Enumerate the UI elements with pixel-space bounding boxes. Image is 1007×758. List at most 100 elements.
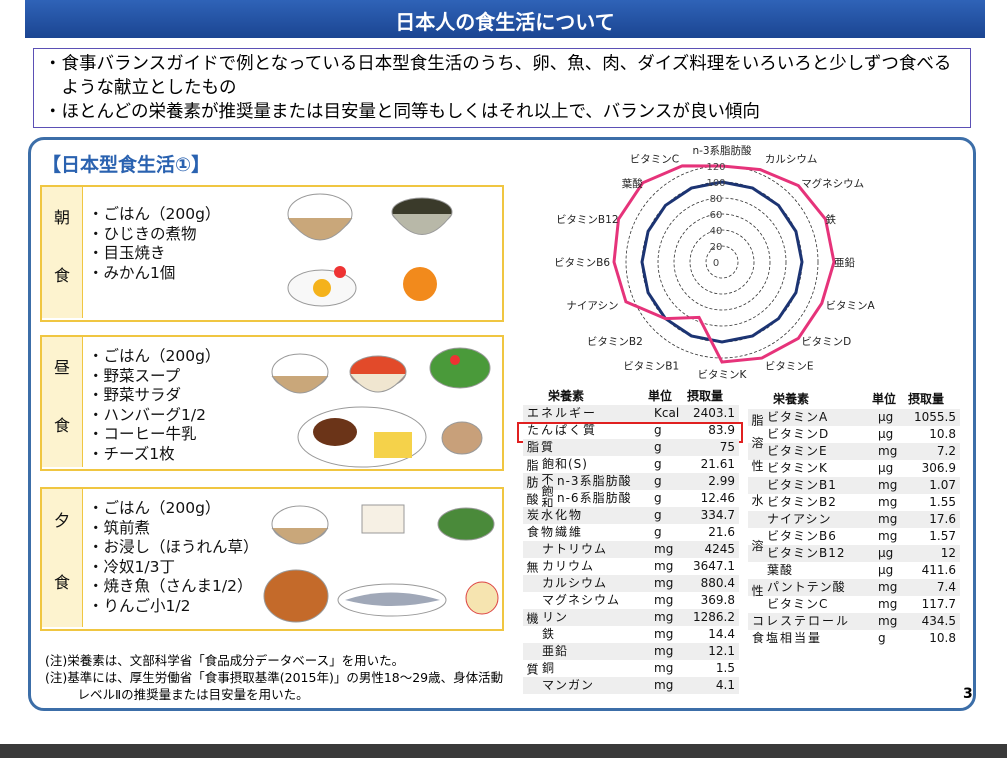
- row-stripe: [748, 613, 960, 630]
- nutrient-name: 銅: [542, 661, 556, 675]
- nutrient-name: n-6系脂肪酸: [557, 491, 632, 505]
- nutrient-name: 飽和(S): [542, 457, 588, 471]
- category-label: ナイアシン: [566, 300, 618, 312]
- footer-bar: [0, 744, 1007, 758]
- meal-item: ・お浸し（ほうれん草）: [88, 538, 259, 556]
- category-label: カルシウム: [765, 154, 818, 166]
- meal-item: ・ひじきの煮物: [88, 224, 197, 243]
- category-label: ビタミンB2: [587, 336, 643, 348]
- tick-label: 80: [710, 194, 723, 205]
- nutrient-value: 1055.5: [914, 410, 956, 424]
- tick-label: 40: [710, 226, 723, 237]
- row-stripe: [523, 439, 739, 456]
- nutrient-unit: g: [654, 440, 662, 454]
- nutrient-value: 7.2: [936, 444, 956, 458]
- meal-item: ・冷奴1/3丁: [88, 557, 175, 576]
- row-stripe: [748, 511, 960, 528]
- nutrient-unit: mg: [878, 580, 898, 594]
- nutrient-value: 83.9: [708, 423, 735, 437]
- meal-label-column: [42, 489, 83, 627]
- meal-item: ・筑前煮: [88, 518, 151, 537]
- nutrient-name: カルシウム: [542, 576, 608, 590]
- nutrient-unit: μg: [878, 546, 894, 560]
- nutrient-value: 12.1: [708, 644, 735, 658]
- nutrient-value: 2.99: [708, 474, 735, 488]
- nutrient-name: 食物繊維: [527, 525, 584, 539]
- row-stripe: [523, 405, 739, 422]
- row-stripe: [748, 477, 960, 494]
- food-illustrations: [263, 193, 499, 623]
- section-title: 【日本型食生活①】: [42, 154, 211, 176]
- note: (注)基準には、厚生労働省「食事摂取基準(2015年)」の男性18～29歳、身体…: [45, 670, 504, 702]
- content-box: [28, 137, 976, 711]
- nutrient-unit: μg: [878, 461, 894, 475]
- group-label: 脂溶性: [750, 414, 764, 483]
- meal-label-column: [42, 337, 83, 467]
- meal-box: [40, 487, 504, 631]
- category-label: 亜鉛: [834, 256, 855, 269]
- meal-label: 食: [53, 572, 70, 592]
- nutrient-value: 880.4: [700, 576, 735, 590]
- tick-label: 20: [710, 242, 723, 253]
- nutrient-name: ビタミンE: [767, 444, 828, 458]
- category-label: マグネシウム: [801, 177, 864, 190]
- nutrient-unit: g: [654, 457, 662, 471]
- nutrient-unit: mg: [654, 576, 674, 590]
- title: 日本人の食生活について: [395, 10, 615, 34]
- nutrient-name: 食塩相当量: [752, 631, 823, 645]
- category-label: 鉄: [825, 213, 836, 226]
- meal-item: ・野菜スープ: [88, 366, 181, 385]
- category-label: ビタミンD: [801, 336, 851, 348]
- page-number: 3: [963, 686, 973, 702]
- table-header: 摂取量: [908, 392, 945, 406]
- nutrient-value: 75: [719, 440, 735, 454]
- nutrient-value: 4.1: [715, 678, 735, 692]
- nutrient-unit: mg: [878, 529, 898, 543]
- summary: ・食事バランスガイドで例となっている日本型食生活のうち、卵、魚、肉、ダイズ料理を…: [44, 52, 964, 124]
- category-label: ビタミンK: [698, 369, 748, 381]
- nutrient-name: ビタミンB12: [767, 546, 846, 560]
- tick-label: 60: [710, 210, 723, 221]
- nutrient-name: ビタミンB6: [767, 529, 837, 543]
- nutrient-unit: μg: [878, 410, 894, 424]
- radar-series: [612, 164, 836, 364]
- nutrient-unit: μg: [878, 563, 894, 577]
- grid-ring: [673, 213, 771, 311]
- category-label: ビタミンE: [765, 360, 814, 372]
- nutrient-value: 17.6: [929, 512, 956, 526]
- nutrient-unit: mg: [654, 661, 674, 675]
- table-header: 単位: [872, 392, 897, 406]
- nutrient-value: 369.8: [700, 593, 735, 607]
- summary-item: ・食事バランスガイドで例となっている日本型食生活のうち、卵、魚、肉、ダイズ料理を…: [44, 54, 952, 98]
- nutrient-value: 306.9: [921, 461, 956, 475]
- nutrient-unit: g: [654, 525, 662, 539]
- row-stripe: [523, 609, 739, 626]
- nutrient-value: 1.55: [929, 495, 956, 509]
- meal-box: [40, 185, 504, 322]
- nutrient-name: ビタミンB2: [767, 495, 837, 509]
- table-header: 栄養素: [773, 392, 810, 406]
- nutrient-name: ビタミンA: [767, 410, 829, 424]
- nutrient-name: リン: [542, 610, 569, 624]
- nutrient-value: 14.4: [708, 627, 735, 641]
- nutrient-name: n-3系脂肪酸: [557, 474, 632, 488]
- nutrient-name: 脂質: [527, 440, 556, 454]
- nutrient-unit: mg: [654, 610, 674, 624]
- meal-item: ・チーズ1枚: [88, 444, 175, 463]
- nutrient-value: 1.07: [929, 478, 956, 492]
- meal-label: 食: [53, 266, 70, 286]
- nutrient-name: ビタミンD: [767, 427, 830, 441]
- row-stripe: [523, 575, 739, 592]
- nutrient-name: パントテン酸: [767, 580, 846, 594]
- nutrient-unit: mg: [654, 593, 674, 607]
- nutrient-name: ナトリウム: [542, 542, 608, 556]
- nutrient-value: 411.6: [921, 563, 956, 577]
- row-stripe: [523, 677, 739, 694]
- meal-item: ・ごはん（200g）: [88, 499, 221, 517]
- meal-item: ・りんご小1/2: [88, 596, 191, 615]
- nutrient-value: 12.46: [700, 491, 735, 505]
- table-header: 摂取量: [687, 389, 724, 403]
- nutrient-value: 21.6: [708, 525, 735, 539]
- nutrient-unit: mg: [878, 444, 898, 458]
